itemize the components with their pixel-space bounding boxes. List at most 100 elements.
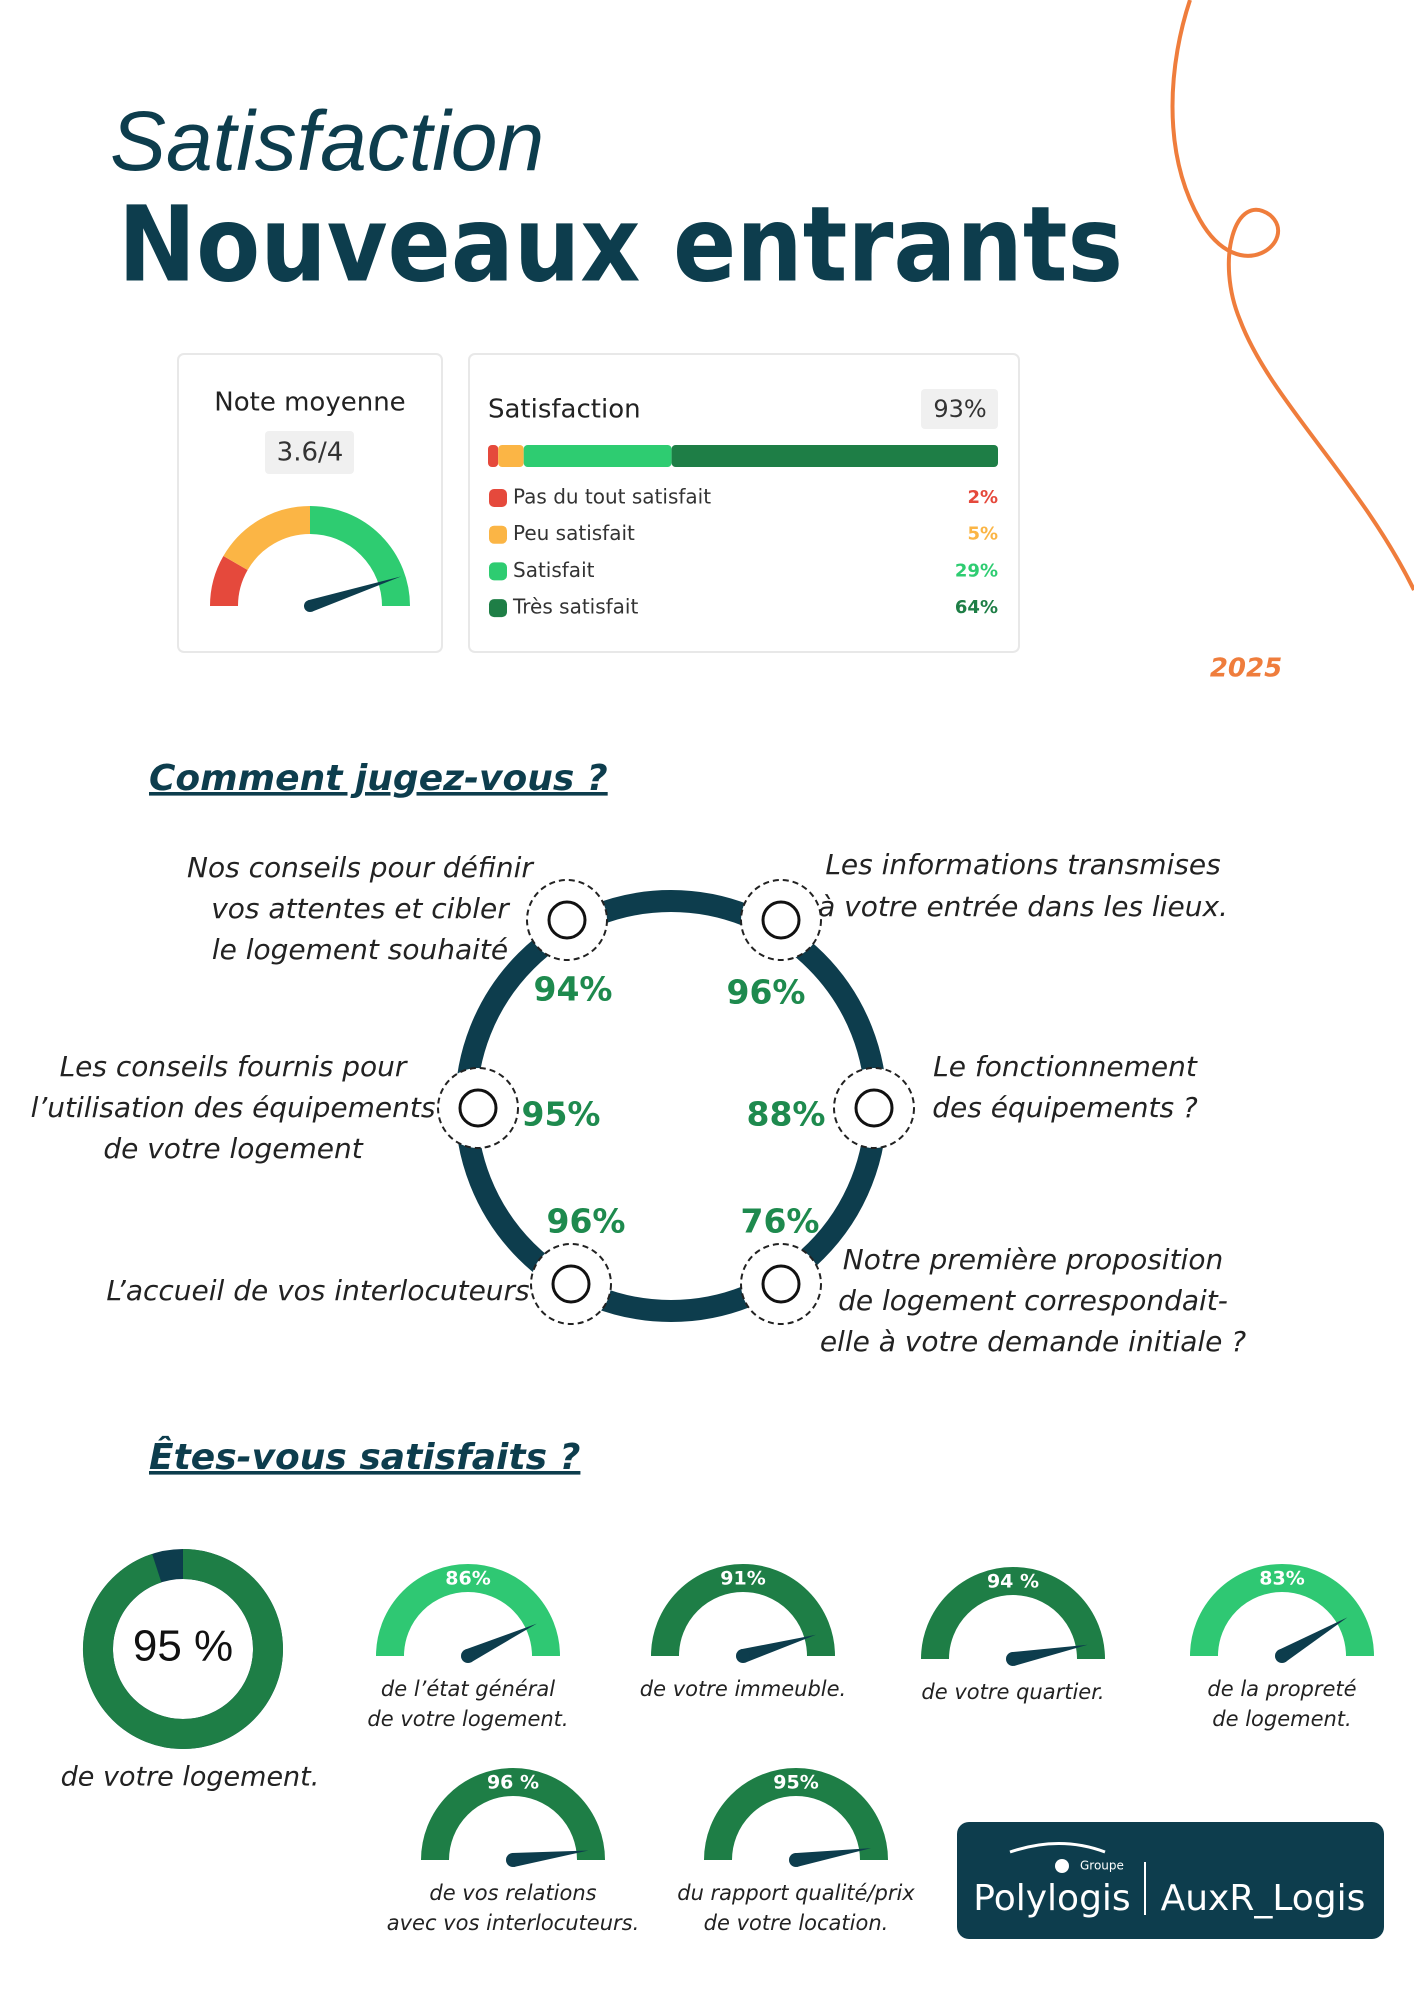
percent: 76% — [741, 1202, 820, 1241]
needle-hub — [1275, 1649, 1289, 1663]
card-title: Note moyenne — [214, 388, 405, 418]
bar-segment — [523, 445, 672, 467]
legend-label: Satisfait — [513, 558, 595, 582]
card — [177, 353, 443, 653]
caption: de votre logement. — [61, 1762, 320, 1793]
caption: le logement souhaité — [212, 933, 508, 966]
needle — [465, 1623, 537, 1663]
logo-partner: AuxR_Logis — [1161, 1878, 1366, 1919]
icon-glyph — [547, 900, 587, 940]
needle — [1278, 1617, 1348, 1663]
icon-circle — [437, 1067, 519, 1149]
legend-label: Peu satisfait — [513, 521, 635, 545]
icon-glyph — [761, 900, 801, 940]
gauge-band — [223, 506, 311, 571]
icon-circle — [530, 1243, 612, 1325]
caption: avec vos interlocuteurs. — [387, 1911, 640, 1935]
logo-brand: Polylogis — [973, 1878, 1130, 1919]
bar-segment — [488, 445, 499, 467]
caption: de logement. — [1212, 1707, 1351, 1731]
value-box — [921, 389, 998, 429]
value-label: 5% — [967, 524, 998, 545]
needle-hub — [461, 1649, 475, 1663]
logo-dot — [1055, 1859, 1069, 1873]
needle — [741, 1634, 816, 1663]
caption: à votre entrée dans les lieux. — [818, 890, 1228, 923]
value-label: 83% — [1259, 1568, 1304, 1590]
caption: Nos conseils pour définir — [187, 851, 534, 884]
caption: de logement correspondait- — [838, 1284, 1228, 1317]
legend-label: Pas du tout satisfait — [513, 485, 711, 509]
caption: vos attentes et cibler — [211, 892, 510, 925]
percent: 88% — [747, 1095, 826, 1134]
card — [468, 353, 1020, 653]
caption: de votre quartier. — [921, 1680, 1104, 1704]
gauge-arc — [1190, 1564, 1374, 1657]
value-label: 86% — [445, 1568, 490, 1590]
caption: elle à votre demande initiale ? — [820, 1325, 1246, 1358]
value-label: 64% — [955, 597, 998, 618]
legend-swatch — [489, 599, 507, 618]
needle — [308, 576, 402, 612]
year: 2025 — [1210, 654, 1282, 684]
caption: de l’état général — [381, 1677, 555, 1701]
needle-hub — [506, 1853, 520, 1867]
percent: 96% — [547, 1202, 626, 1241]
gauge-arc — [651, 1564, 835, 1657]
value-label: 96 % — [487, 1772, 539, 1794]
decor-curve — [1170, 0, 1414, 591]
caption: de votre logement — [103, 1132, 363, 1165]
caption: de la propreté — [1207, 1677, 1356, 1701]
icon-glyph — [458, 1088, 498, 1128]
gauge-band — [309, 506, 410, 607]
gauge-arc — [376, 1564, 560, 1657]
gauge-arc — [421, 1768, 605, 1861]
logo-swoosh — [1009, 1842, 1106, 1854]
value-label: 94 % — [987, 1571, 1039, 1593]
caption: L’accueil de vos interlocuteurs — [106, 1274, 529, 1307]
caption: l’utilisation des équipements — [31, 1091, 436, 1124]
caption: de votre immeuble. — [640, 1677, 846, 1701]
gauge-arc — [921, 1567, 1105, 1660]
bar-segment — [498, 445, 524, 467]
percent: 94% — [534, 970, 613, 1009]
title-line1: Satisfaction — [110, 94, 544, 188]
donut-arc — [83, 1549, 283, 1749]
needle-hub — [736, 1649, 750, 1663]
value-label: 95% — [773, 1772, 818, 1794]
caption: Les conseils fournis pour — [60, 1050, 408, 1083]
icon-circle — [833, 1067, 915, 1149]
legend-swatch — [489, 562, 507, 581]
icon-circle — [526, 879, 608, 961]
needle — [512, 1850, 589, 1867]
caption: de votre location. — [704, 1911, 889, 1935]
gauge-band — [210, 556, 248, 607]
value-label: 2% — [967, 487, 998, 508]
icon-circle — [740, 1243, 822, 1325]
caption: de votre logement. — [367, 1707, 568, 1731]
legend-swatch — [489, 489, 507, 507]
needle-hub — [1006, 1652, 1020, 1666]
needle-hub — [304, 600, 316, 612]
legend-swatch — [489, 525, 507, 544]
icon-glyph — [551, 1264, 591, 1304]
caption: Notre première proposition — [843, 1243, 1223, 1276]
value-label: 29% — [955, 560, 998, 581]
needle — [1011, 1644, 1088, 1666]
value-box — [265, 431, 354, 474]
icon-glyph — [854, 1088, 894, 1128]
caption: du rapport qualité/prix — [677, 1881, 915, 1905]
total-label: 93% — [933, 395, 986, 423]
needle-hub — [789, 1853, 803, 1867]
caption: Le fonctionnement — [933, 1050, 1198, 1083]
needle — [794, 1848, 872, 1867]
logo-box — [957, 1822, 1384, 1939]
icon-circle — [740, 879, 822, 961]
value-label: 91% — [720, 1568, 765, 1590]
caption: Les informations transmises — [825, 848, 1220, 881]
caption: de vos relations — [429, 1881, 596, 1905]
icon-glyph — [761, 1264, 801, 1304]
donut-label: 95 % — [133, 1622, 233, 1671]
logo-group: Groupe — [1080, 1859, 1124, 1873]
